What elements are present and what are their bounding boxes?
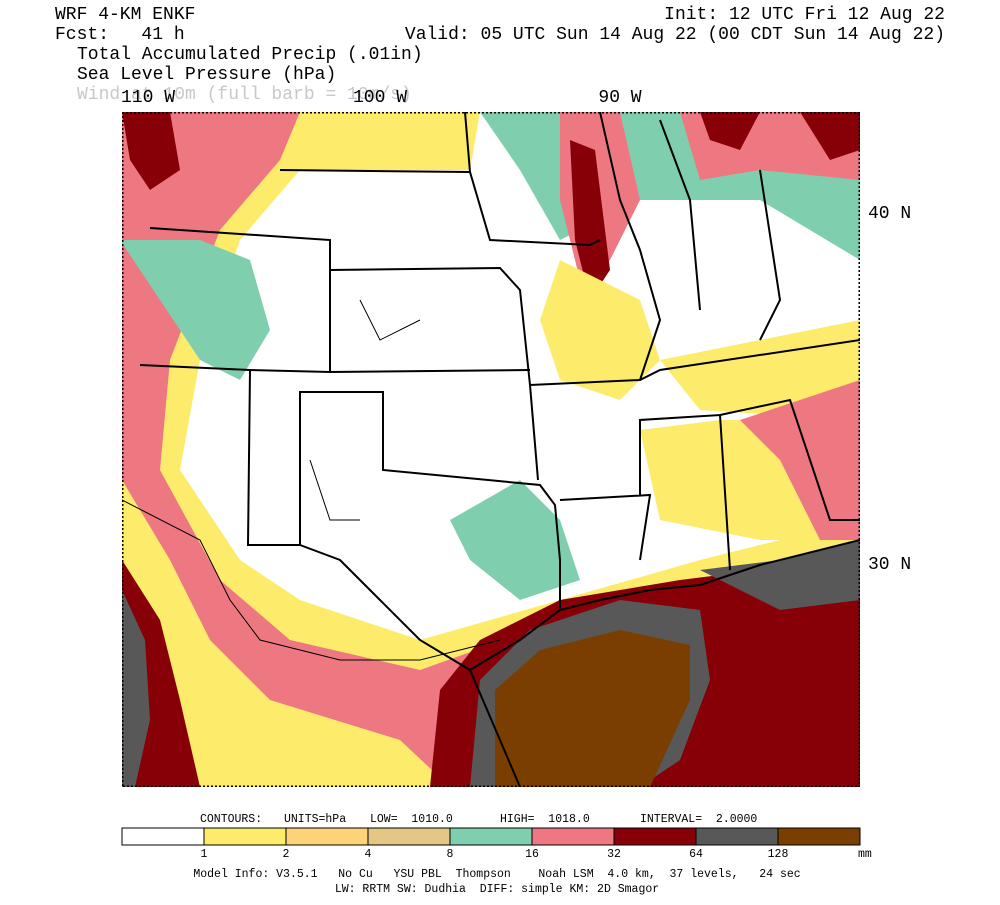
colorbar-unit: mm [858, 848, 872, 861]
longitude-label: 110 W [121, 88, 175, 108]
model-info: LW: RRTM SW: Dudhia DIFF: simple KM: 2D … [335, 883, 659, 896]
colorbar-swatch [121, 827, 205, 846]
colorbar-label: 64 [689, 848, 703, 861]
colorbar-swatch [203, 827, 287, 846]
model-info: Model Info: V3.5.1 No Cu YSU PBL Thompso… [193, 868, 800, 881]
colorbar-swatch [695, 827, 779, 846]
colorbar-swatch [449, 827, 533, 846]
longitude-label: 100 W [353, 88, 407, 108]
colorbar-swatch [777, 827, 861, 846]
init-time: Init: 12 UTC Fri 12 Aug 22 [664, 5, 945, 25]
latitude-label: 30 N [868, 555, 911, 575]
contour-low: LOW= 1010.0 [370, 813, 453, 826]
contour-units: UNITS=hPa [284, 813, 346, 826]
longitude-label: 90 W [598, 88, 641, 108]
colorbar-label: 2 [283, 848, 290, 861]
geography-lines [122, 112, 860, 787]
colorbar: 1 2 4 8 16 32 64 128 [121, 827, 861, 861]
contour-interval: INTERVAL= 2.0000 [640, 813, 757, 826]
contour-caption: CONTOURS: [200, 813, 262, 826]
colorbar-label: 4 [365, 848, 372, 861]
precip-field [122, 112, 860, 787]
colorbar-label: 128 [768, 848, 789, 861]
field-label: Total Accumulated Precip (.01in) [77, 45, 423, 65]
field-label: Sea Level Pressure (hPa) [77, 65, 336, 85]
colorbar-swatch [285, 827, 369, 846]
field-label: Wind at 10m (full barb = 10m/s) [77, 85, 412, 105]
latitude-label: 40 N [868, 204, 911, 224]
colorbar-label: 1 [201, 848, 208, 861]
colorbar-label: 32 [607, 848, 621, 861]
colorbar-label: 8 [447, 848, 454, 861]
valid-time: Valid: 05 UTC Sun 14 Aug 22 (00 CDT Sun … [405, 25, 945, 45]
forecast-hour: Fcst: 41 h [55, 25, 185, 45]
contour-high: HIGH= 1018.0 [500, 813, 590, 826]
colorbar-swatch [531, 827, 615, 846]
model-title: WRF 4-KM ENKF [55, 5, 195, 25]
colorbar-swatch [613, 827, 697, 846]
colorbar-swatch [367, 827, 451, 846]
colorbar-label: 16 [525, 848, 539, 861]
